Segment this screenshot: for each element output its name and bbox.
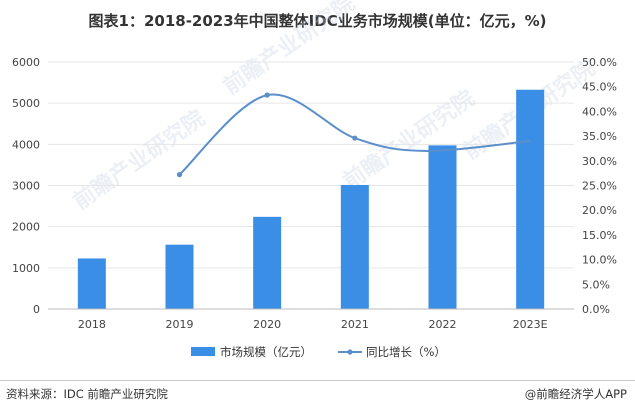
y-right-tick-label: 10.0% — [582, 254, 617, 267]
bar — [253, 216, 282, 309]
y-right-tick-label: 40.0% — [582, 105, 617, 118]
y-left-tick-label: 2000 — [12, 221, 40, 234]
growth-point — [176, 172, 183, 178]
y-right-tick-label: 20.0% — [582, 204, 617, 217]
watermark-text: 前瞻产业研究院 — [219, 0, 360, 100]
growth-point — [264, 92, 270, 98]
bar — [77, 258, 106, 309]
x-tick-label: 2019 — [166, 318, 194, 331]
y-right-tick-label: 30.0% — [582, 155, 617, 168]
y-left-tick-label: 1000 — [12, 262, 40, 275]
y-right-tick-label: 5.0% — [582, 278, 610, 291]
bar-series — [77, 89, 545, 309]
y-left-tick-label: 6000 — [12, 56, 40, 69]
legend-line-label: 同比增长（%） — [366, 345, 446, 359]
legend-bar-swatch — [191, 347, 215, 356]
axes: 0 1000 2000 3000 4000 5000 6000 0.0% 5.0% 10.0% 15… — [12, 56, 617, 331]
x-tick-label: 2021 — [341, 318, 369, 331]
y-right-tick-label: 15.0% — [582, 229, 617, 242]
grid-lines — [48, 61, 574, 269]
watermark-text: 前瞻产业研究院 — [69, 105, 210, 215]
legend: 市场规模（亿元） 同比增长（%） — [191, 345, 446, 359]
bar — [165, 244, 194, 309]
legend-line-marker — [347, 349, 353, 355]
bar — [516, 89, 545, 309]
y-left-tick-label: 4000 — [12, 138, 40, 151]
bar — [428, 145, 457, 309]
x-tick-label: 2018 — [78, 318, 106, 331]
y-left-tick-label: 5000 — [12, 97, 40, 110]
source-note: 资料来源：IDC 前瞻产业研究院 — [6, 387, 168, 401]
chart-title: 图表1：2018-2023年中国整体IDC业务市场规模(单位：亿元，%) — [88, 12, 547, 30]
x-tick-label: 2023E — [513, 318, 548, 331]
footer-divider — [0, 380, 635, 381]
growth-point — [352, 135, 358, 141]
y-right-tick-label: 0.0% — [582, 303, 610, 316]
x-tick-label: 2022 — [429, 318, 457, 331]
brand-note: @前瞻经济学人APP — [524, 387, 627, 401]
y-right-tick-label: 35.0% — [582, 130, 617, 143]
y-right-tick-label: 25.0% — [582, 180, 617, 193]
x-tick-label: 2020 — [253, 318, 281, 331]
chart-plot: 前瞻产业研究院前瞻产业研究院前瞻产业研究院前瞻产业研究院 01000200030… — [12, 0, 617, 359]
y-right-tick-label: 45.0% — [582, 81, 617, 94]
legend-bar-label: 市场规模（亿元） — [220, 345, 312, 359]
growth-line-series — [176, 92, 531, 178]
y-left-tick-label: 3000 — [12, 180, 40, 193]
y-left-tick-label: 0 — [33, 303, 40, 316]
growth-line — [178, 93, 531, 176]
y-right-tick-label: 50.0% — [582, 56, 617, 69]
bar — [340, 184, 369, 309]
